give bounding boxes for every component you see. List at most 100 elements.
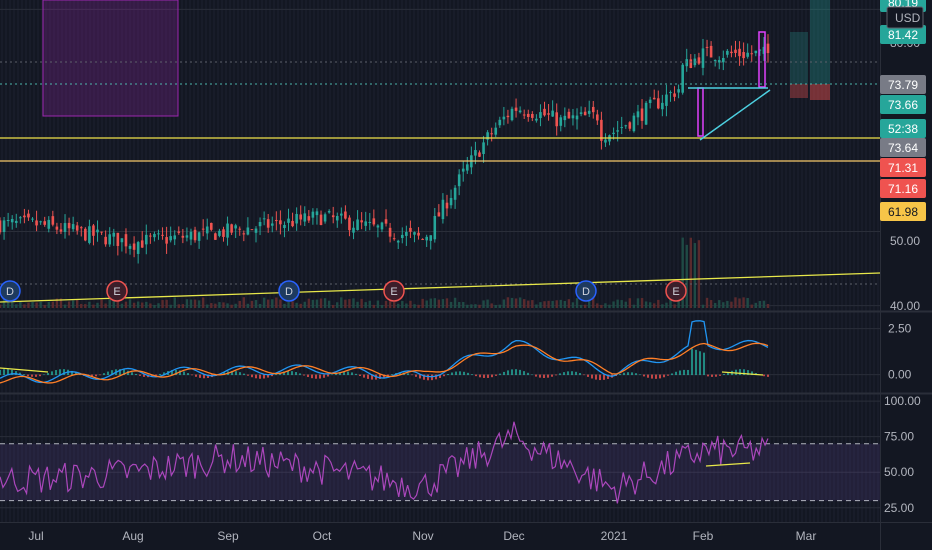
candle-body[interactable] [104,236,107,245]
candle-body[interactable] [722,57,725,63]
target-box[interactable] [790,32,808,84]
candle-body[interactable] [108,234,112,245]
trend-line[interactable] [0,272,881,303]
macd-line[interactable] [0,320,769,384]
candle-body[interactable] [429,235,433,241]
candle-body[interactable] [644,102,648,125]
candle-body[interactable] [478,152,481,157]
candle-body[interactable] [214,233,217,240]
candle-body[interactable] [47,219,51,229]
candle-body[interactable] [238,228,242,230]
candle-body[interactable] [331,215,335,218]
candle-body[interactable] [31,218,34,220]
signal-line[interactable] [0,342,769,384]
candle-body[interactable] [636,111,640,118]
candle-body[interactable] [210,222,213,230]
earnings-marker[interactable] [106,280,128,302]
target-box[interactable] [810,0,830,84]
candle-body[interactable] [388,227,392,237]
rsi-pane[interactable] [0,421,880,504]
candle-body[interactable] [717,60,721,63]
candle-body[interactable] [242,233,246,235]
macd-pane[interactable] [0,320,769,384]
candle-body[interactable] [730,51,733,54]
candle-body[interactable] [543,108,546,116]
candle-body[interactable] [116,232,120,246]
candle-body[interactable] [620,127,624,129]
candle-body[interactable] [153,233,156,238]
price-scale[interactable]: 50.0040.0080.0080.1981.4273.7973.6652:38… [880,0,926,515]
candle-body[interactable] [283,224,286,229]
candle-body[interactable] [612,132,615,135]
candle-body[interactable] [681,64,684,93]
candle-body[interactable] [55,226,59,230]
candle-body[interactable] [449,197,453,206]
candle-body[interactable] [246,227,250,235]
candle-body[interactable] [14,220,18,223]
stop-box[interactable] [790,84,808,98]
candle-body[interactable] [368,221,372,223]
candle-body[interactable] [185,235,189,238]
candle-body[interactable] [547,113,550,115]
candle-body[interactable] [738,48,741,57]
candle-body[interactable] [222,229,225,237]
price-tag[interactable] [880,75,926,94]
candle-body[interactable] [482,142,485,155]
candle-body[interactable] [205,226,209,234]
candle-body[interactable] [734,49,737,54]
candle-body[interactable] [149,235,152,237]
spike-candle[interactable] [697,87,704,137]
spike-candle[interactable] [758,31,766,88]
candle-body[interactable] [425,236,428,241]
candle-body[interactable] [63,223,67,233]
candle-body[interactable] [758,49,762,51]
candle-body[interactable] [311,211,315,218]
dividend-marker[interactable] [0,280,21,302]
price-tag[interactable] [880,119,926,138]
candle-body[interactable] [531,113,534,118]
candle-body[interactable] [27,213,30,218]
candle-body[interactable] [120,238,124,243]
candle-body[interactable] [677,89,680,93]
candle-body[interactable] [490,133,493,135]
candle-body[interactable] [43,221,46,225]
candle-body[interactable] [689,59,693,69]
candle-body[interactable] [295,213,298,224]
candle-body[interactable] [583,111,587,116]
macd-trend-line[interactable] [721,371,764,376]
price-tag[interactable] [880,95,926,114]
candle-body[interactable] [522,114,526,116]
candle-body[interactable] [124,234,128,247]
candle-body[interactable] [400,234,404,239]
candle-body[interactable] [100,231,103,233]
candle-body[interactable] [750,53,754,55]
candle-body[interactable] [466,164,469,171]
candle-body[interactable] [661,102,664,110]
candle-body[interactable] [652,97,656,100]
candle-body[interactable] [96,229,99,233]
candle-body[interactable] [726,50,729,55]
candle-body[interactable] [596,114,599,121]
candle-body[interactable] [270,223,274,226]
candle-body[interactable] [604,139,607,143]
candle-body[interactable] [376,225,380,228]
candle-body[interactable] [356,219,359,231]
candle-body[interactable] [498,119,502,126]
candle-body[interactable] [197,232,201,241]
candle-body[interactable] [526,113,530,118]
candle-body[interactable] [59,229,63,232]
candle-body[interactable] [230,224,233,233]
candle-body[interactable] [128,245,132,249]
earnings-marker[interactable] [383,280,405,302]
candle-body[interactable] [697,57,701,64]
candle-body[interactable] [315,211,319,216]
candle-body[interactable] [575,115,579,120]
candle-body[interactable] [344,211,347,219]
candle-body[interactable] [591,106,595,113]
candle-body[interactable] [457,174,461,187]
candle-body[interactable] [262,218,266,220]
candle-body[interactable] [567,111,571,119]
candle-body[interactable] [539,112,542,119]
